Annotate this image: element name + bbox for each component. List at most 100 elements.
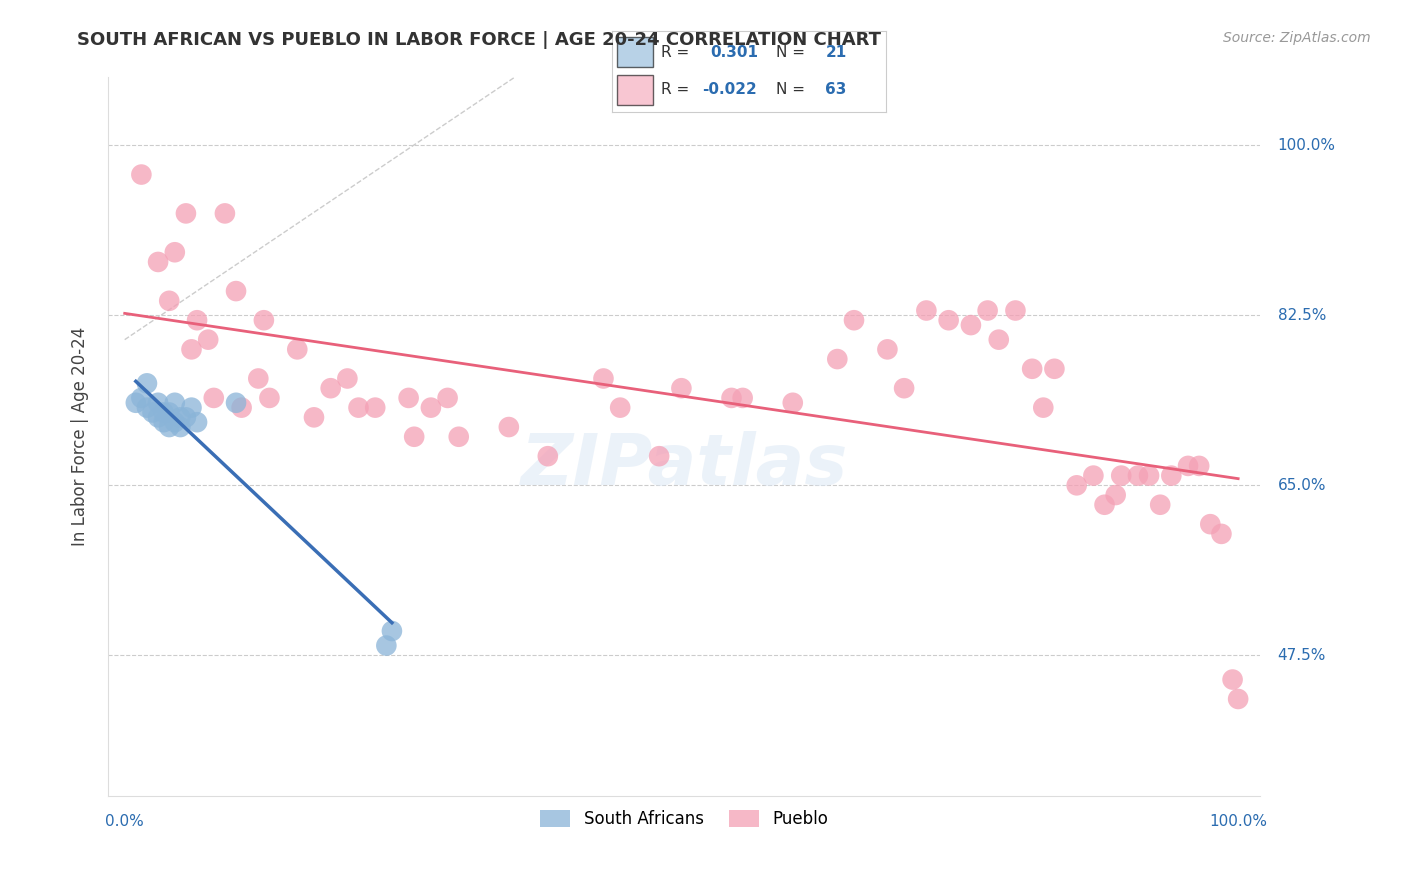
Pueblo: [1160, 468, 1182, 483]
South Africans: [169, 410, 191, 425]
Pueblo: [347, 401, 370, 415]
Pueblo: [302, 410, 325, 425]
Pueblo: [827, 352, 849, 367]
South Africans: [131, 391, 153, 405]
Pueblo: [436, 391, 458, 405]
Pueblo: [648, 449, 671, 463]
South Africans: [146, 410, 169, 425]
South Africans: [174, 410, 197, 425]
FancyBboxPatch shape: [617, 75, 652, 105]
Pueblo: [498, 420, 520, 434]
Pueblo: [1004, 303, 1026, 318]
South Africans: [157, 405, 180, 419]
Pueblo: [231, 401, 253, 415]
Text: 100.0%: 100.0%: [1209, 814, 1267, 829]
Text: -0.022: -0.022: [702, 82, 756, 97]
Pueblo: [404, 430, 426, 444]
Pueblo: [398, 391, 420, 405]
Pueblo: [671, 381, 693, 395]
Pueblo: [180, 343, 202, 357]
Pueblo: [720, 391, 742, 405]
South Africans: [136, 401, 159, 415]
Text: 47.5%: 47.5%: [1278, 648, 1326, 663]
Text: 21: 21: [825, 45, 846, 60]
Pueblo: [285, 343, 308, 357]
Text: 0.301: 0.301: [710, 45, 758, 60]
Pueblo: [259, 391, 281, 405]
Pueblo: [976, 303, 998, 318]
Text: SOUTH AFRICAN VS PUEBLO IN LABOR FORCE | AGE 20-24 CORRELATION CHART: SOUTH AFRICAN VS PUEBLO IN LABOR FORCE |…: [77, 31, 882, 49]
South Africans: [146, 396, 169, 410]
South Africans: [152, 405, 174, 419]
Text: 0.0%: 0.0%: [105, 814, 143, 829]
Pueblo: [319, 381, 342, 395]
Pueblo: [893, 381, 915, 395]
Pueblo: [1149, 498, 1171, 512]
Pueblo: [782, 396, 804, 410]
Pueblo: [197, 333, 219, 347]
Pueblo: [1137, 468, 1160, 483]
Text: R =: R =: [661, 45, 689, 60]
Pueblo: [364, 401, 387, 415]
Text: N =: N =: [776, 45, 806, 60]
Pueblo: [915, 303, 938, 318]
Text: 63: 63: [825, 82, 846, 97]
South Africans: [186, 415, 208, 429]
Text: N =: N =: [776, 82, 806, 97]
Pueblo: [1105, 488, 1128, 502]
Pueblo: [1043, 361, 1066, 376]
Text: 100.0%: 100.0%: [1278, 138, 1336, 153]
Pueblo: [202, 391, 225, 405]
Y-axis label: In Labor Force | Age 20-24: In Labor Force | Age 20-24: [72, 327, 89, 547]
Pueblo: [876, 343, 898, 357]
Pueblo: [336, 371, 359, 385]
South Africans: [169, 420, 191, 434]
South Africans: [225, 396, 247, 410]
Pueblo: [214, 206, 236, 220]
Pueblo: [1126, 468, 1149, 483]
Text: R =: R =: [661, 82, 689, 97]
Pueblo: [419, 401, 441, 415]
Text: Source: ZipAtlas.com: Source: ZipAtlas.com: [1223, 31, 1371, 45]
Pueblo: [1199, 517, 1222, 532]
Pueblo: [1021, 361, 1043, 376]
South Africans: [381, 624, 404, 638]
Pueblo: [247, 371, 270, 385]
Pueblo: [938, 313, 960, 327]
Legend: South Africans, Pueblo: South Africans, Pueblo: [534, 803, 835, 835]
South Africans: [163, 415, 186, 429]
Pueblo: [731, 391, 754, 405]
Pueblo: [447, 430, 470, 444]
FancyBboxPatch shape: [617, 37, 652, 68]
South Africans: [375, 639, 398, 653]
Pueblo: [253, 313, 276, 327]
South Africans: [136, 376, 159, 391]
Pueblo: [609, 401, 631, 415]
South Africans: [141, 405, 163, 419]
Pueblo: [174, 206, 197, 220]
South Africans: [180, 401, 202, 415]
Pueblo: [1066, 478, 1088, 492]
Pueblo: [987, 333, 1010, 347]
Pueblo: [1222, 673, 1244, 687]
Text: 82.5%: 82.5%: [1278, 308, 1326, 323]
South Africans: [152, 415, 174, 429]
Pueblo: [1211, 527, 1233, 541]
Pueblo: [1094, 498, 1116, 512]
Pueblo: [1188, 458, 1211, 473]
South Africans: [163, 396, 186, 410]
Pueblo: [1177, 458, 1199, 473]
Pueblo: [225, 284, 247, 298]
South Africans: [157, 420, 180, 434]
Pueblo: [1227, 692, 1250, 706]
Pueblo: [163, 245, 186, 260]
Pueblo: [146, 255, 169, 269]
Pueblo: [537, 449, 560, 463]
Pueblo: [1109, 468, 1132, 483]
Pueblo: [842, 313, 865, 327]
Pueblo: [157, 293, 180, 308]
Text: ZIPatlas: ZIPatlas: [520, 431, 848, 500]
Pueblo: [960, 318, 983, 332]
Text: 65.0%: 65.0%: [1278, 478, 1326, 492]
Pueblo: [131, 168, 153, 182]
